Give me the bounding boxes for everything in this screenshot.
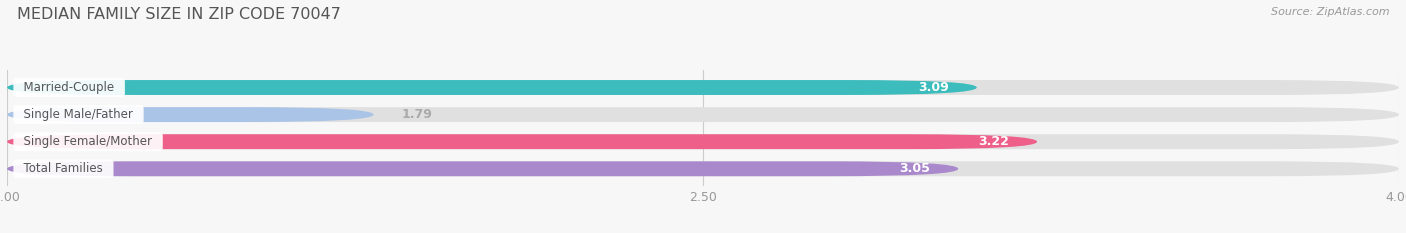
- FancyBboxPatch shape: [7, 134, 1038, 149]
- Text: 1.79: 1.79: [402, 108, 432, 121]
- FancyBboxPatch shape: [7, 134, 1399, 149]
- Text: Single Male/Father: Single Male/Father: [17, 108, 141, 121]
- Text: 3.09: 3.09: [918, 81, 949, 94]
- Text: Married-Couple: Married-Couple: [17, 81, 122, 94]
- FancyBboxPatch shape: [7, 161, 1399, 176]
- FancyBboxPatch shape: [7, 80, 977, 95]
- Text: 3.05: 3.05: [900, 162, 931, 175]
- FancyBboxPatch shape: [7, 107, 1399, 122]
- FancyBboxPatch shape: [7, 80, 1399, 95]
- FancyBboxPatch shape: [7, 107, 374, 122]
- Text: MEDIAN FAMILY SIZE IN ZIP CODE 70047: MEDIAN FAMILY SIZE IN ZIP CODE 70047: [17, 7, 340, 22]
- FancyBboxPatch shape: [7, 161, 957, 176]
- Text: Source: ZipAtlas.com: Source: ZipAtlas.com: [1271, 7, 1389, 17]
- Text: 3.22: 3.22: [979, 135, 1010, 148]
- Text: Total Families: Total Families: [17, 162, 111, 175]
- Text: Single Female/Mother: Single Female/Mother: [17, 135, 160, 148]
